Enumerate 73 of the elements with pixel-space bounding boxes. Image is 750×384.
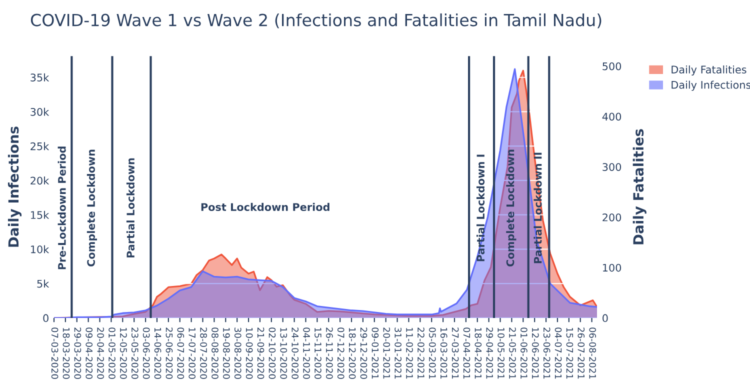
x-tick-label: 18-03-2020 [62, 328, 70, 379]
x-tick-label: 26-07-2021 [578, 328, 585, 379]
x-tick-label: 07-04-2021 [463, 328, 470, 379]
x-tick-label: 30-08-2020 [234, 328, 242, 379]
x-tick-label: 31-01-2021 [394, 328, 402, 379]
x-tick-label: 09-01-2021 [372, 328, 379, 379]
x-tick-label: 21-05-2021 [509, 328, 516, 379]
x-tick-label: 03-06-2020 [142, 328, 150, 379]
x-tick-label: 01-05-2020 [108, 328, 116, 379]
y-tick-label: 0 [43, 314, 48, 322]
y2-tick-label: 200 [602, 213, 622, 222]
x-tick-label: 17-07-2020 [188, 328, 196, 379]
x-tick-label: 06-08-2021 [589, 328, 596, 379]
x-tick-label: 22-02-2021 [418, 328, 424, 379]
x-tick-label: 29-03-2020 [74, 328, 82, 379]
x-tick-label: 04-07-2021 [554, 328, 562, 379]
x-tick-label: 26-11-2020 [326, 328, 333, 379]
y-tick-label: 25k [30, 142, 50, 150]
y-tick-label: 20k [30, 176, 50, 185]
x-tick-label: 24-10-2020 [292, 328, 298, 379]
x-tick-label: 19-08-2020 [223, 328, 230, 379]
annotation: Partial Lockdown II [534, 152, 542, 264]
y-tick-label: 15k [30, 210, 50, 219]
y-tick-label: 5k [37, 280, 50, 288]
annotation: Complete Lockdown [86, 150, 98, 266]
x-tick-label: 06-07-2020 [177, 328, 184, 379]
x-tick-label: 11-02-2021 [406, 328, 413, 379]
annotation: Complete Lockdown [506, 150, 516, 266]
x-tick-label: 27-03-2021 [452, 328, 459, 379]
y-tick-label: 30k [30, 108, 50, 116]
y2-tick-label: 0 [602, 314, 608, 322]
x-tick-label: 07-12-2020 [337, 328, 344, 379]
x-tick-label: 15-11-2020 [314, 328, 322, 379]
annotation: Partial Lockdown I [476, 154, 485, 262]
legend-label: Daily Fatalities [672, 65, 746, 76]
x-tick-label: 12-05-2020 [120, 328, 127, 379]
y2-tick-label: 400 [602, 112, 622, 121]
x-tick-label: 14-06-2020 [154, 328, 162, 379]
x-tick-label: 08-08-2020 [212, 328, 218, 379]
annotation: Pre-Lockdown Period [58, 146, 66, 270]
x-tick-label: 29-04-2021 [486, 328, 494, 379]
x-tick-label: 01-06-2021 [520, 328, 528, 379]
y-tick-label: 35k [30, 73, 50, 82]
x-tick-label: 05-03-2021 [428, 328, 436, 379]
x-tick-label: 23-05-2020 [131, 328, 138, 379]
y-axis-title: Daily Infections [8, 126, 22, 247]
x-tick-label: 21-09-2020 [257, 328, 264, 379]
y-tick-label: 10k [30, 245, 50, 254]
x-tick-label: 15-07-2021 [566, 328, 574, 379]
y2-tick-label: 500 [602, 62, 622, 70]
x-tick-label: 18-12-2020 [348, 328, 356, 379]
chart-title: COVID-19 Wave 1 vs Wave 2 (Infections and Fatalities in Tamil Nadu) [30, 13, 602, 28]
x-tick-label: 02-10-2020 [268, 328, 276, 379]
x-tick-label: 20-01-2021 [383, 328, 390, 379]
x-tick-label: 16-03-2021 [440, 328, 448, 379]
annotation: Post Lockdown Period [201, 202, 330, 211]
x-tick-label: 28-07-2020 [200, 328, 207, 379]
x-tick-label: 23-06-2021 [543, 328, 550, 379]
x-tick-label: 07-03-2020 [51, 328, 58, 379]
x-tick-label: 04-11-2020 [303, 328, 310, 379]
y2-tick-label: 300 [602, 163, 622, 171]
x-tick-label: 10-05-2021 [498, 328, 504, 379]
x-tick-label: 13-10-2020 [280, 328, 288, 379]
y2-axis-title: Daily Fatalities [632, 129, 646, 244]
x-tick-label: 25-06-2020 [166, 328, 173, 379]
x-tick-label: 10-09-2020 [246, 328, 253, 379]
x-tick-label: 18-04-2021 [474, 328, 482, 379]
x-tick-label: 20-04-2020 [97, 328, 104, 379]
x-tick-label: 29-12-2020 [360, 328, 368, 379]
x-tick-label: 12-06-2021 [532, 328, 539, 379]
annotation: Partial Lockdown [126, 158, 135, 258]
y2-tick-label: 100 [603, 264, 622, 272]
x-tick-label: 09-04-2020 [86, 328, 93, 379]
